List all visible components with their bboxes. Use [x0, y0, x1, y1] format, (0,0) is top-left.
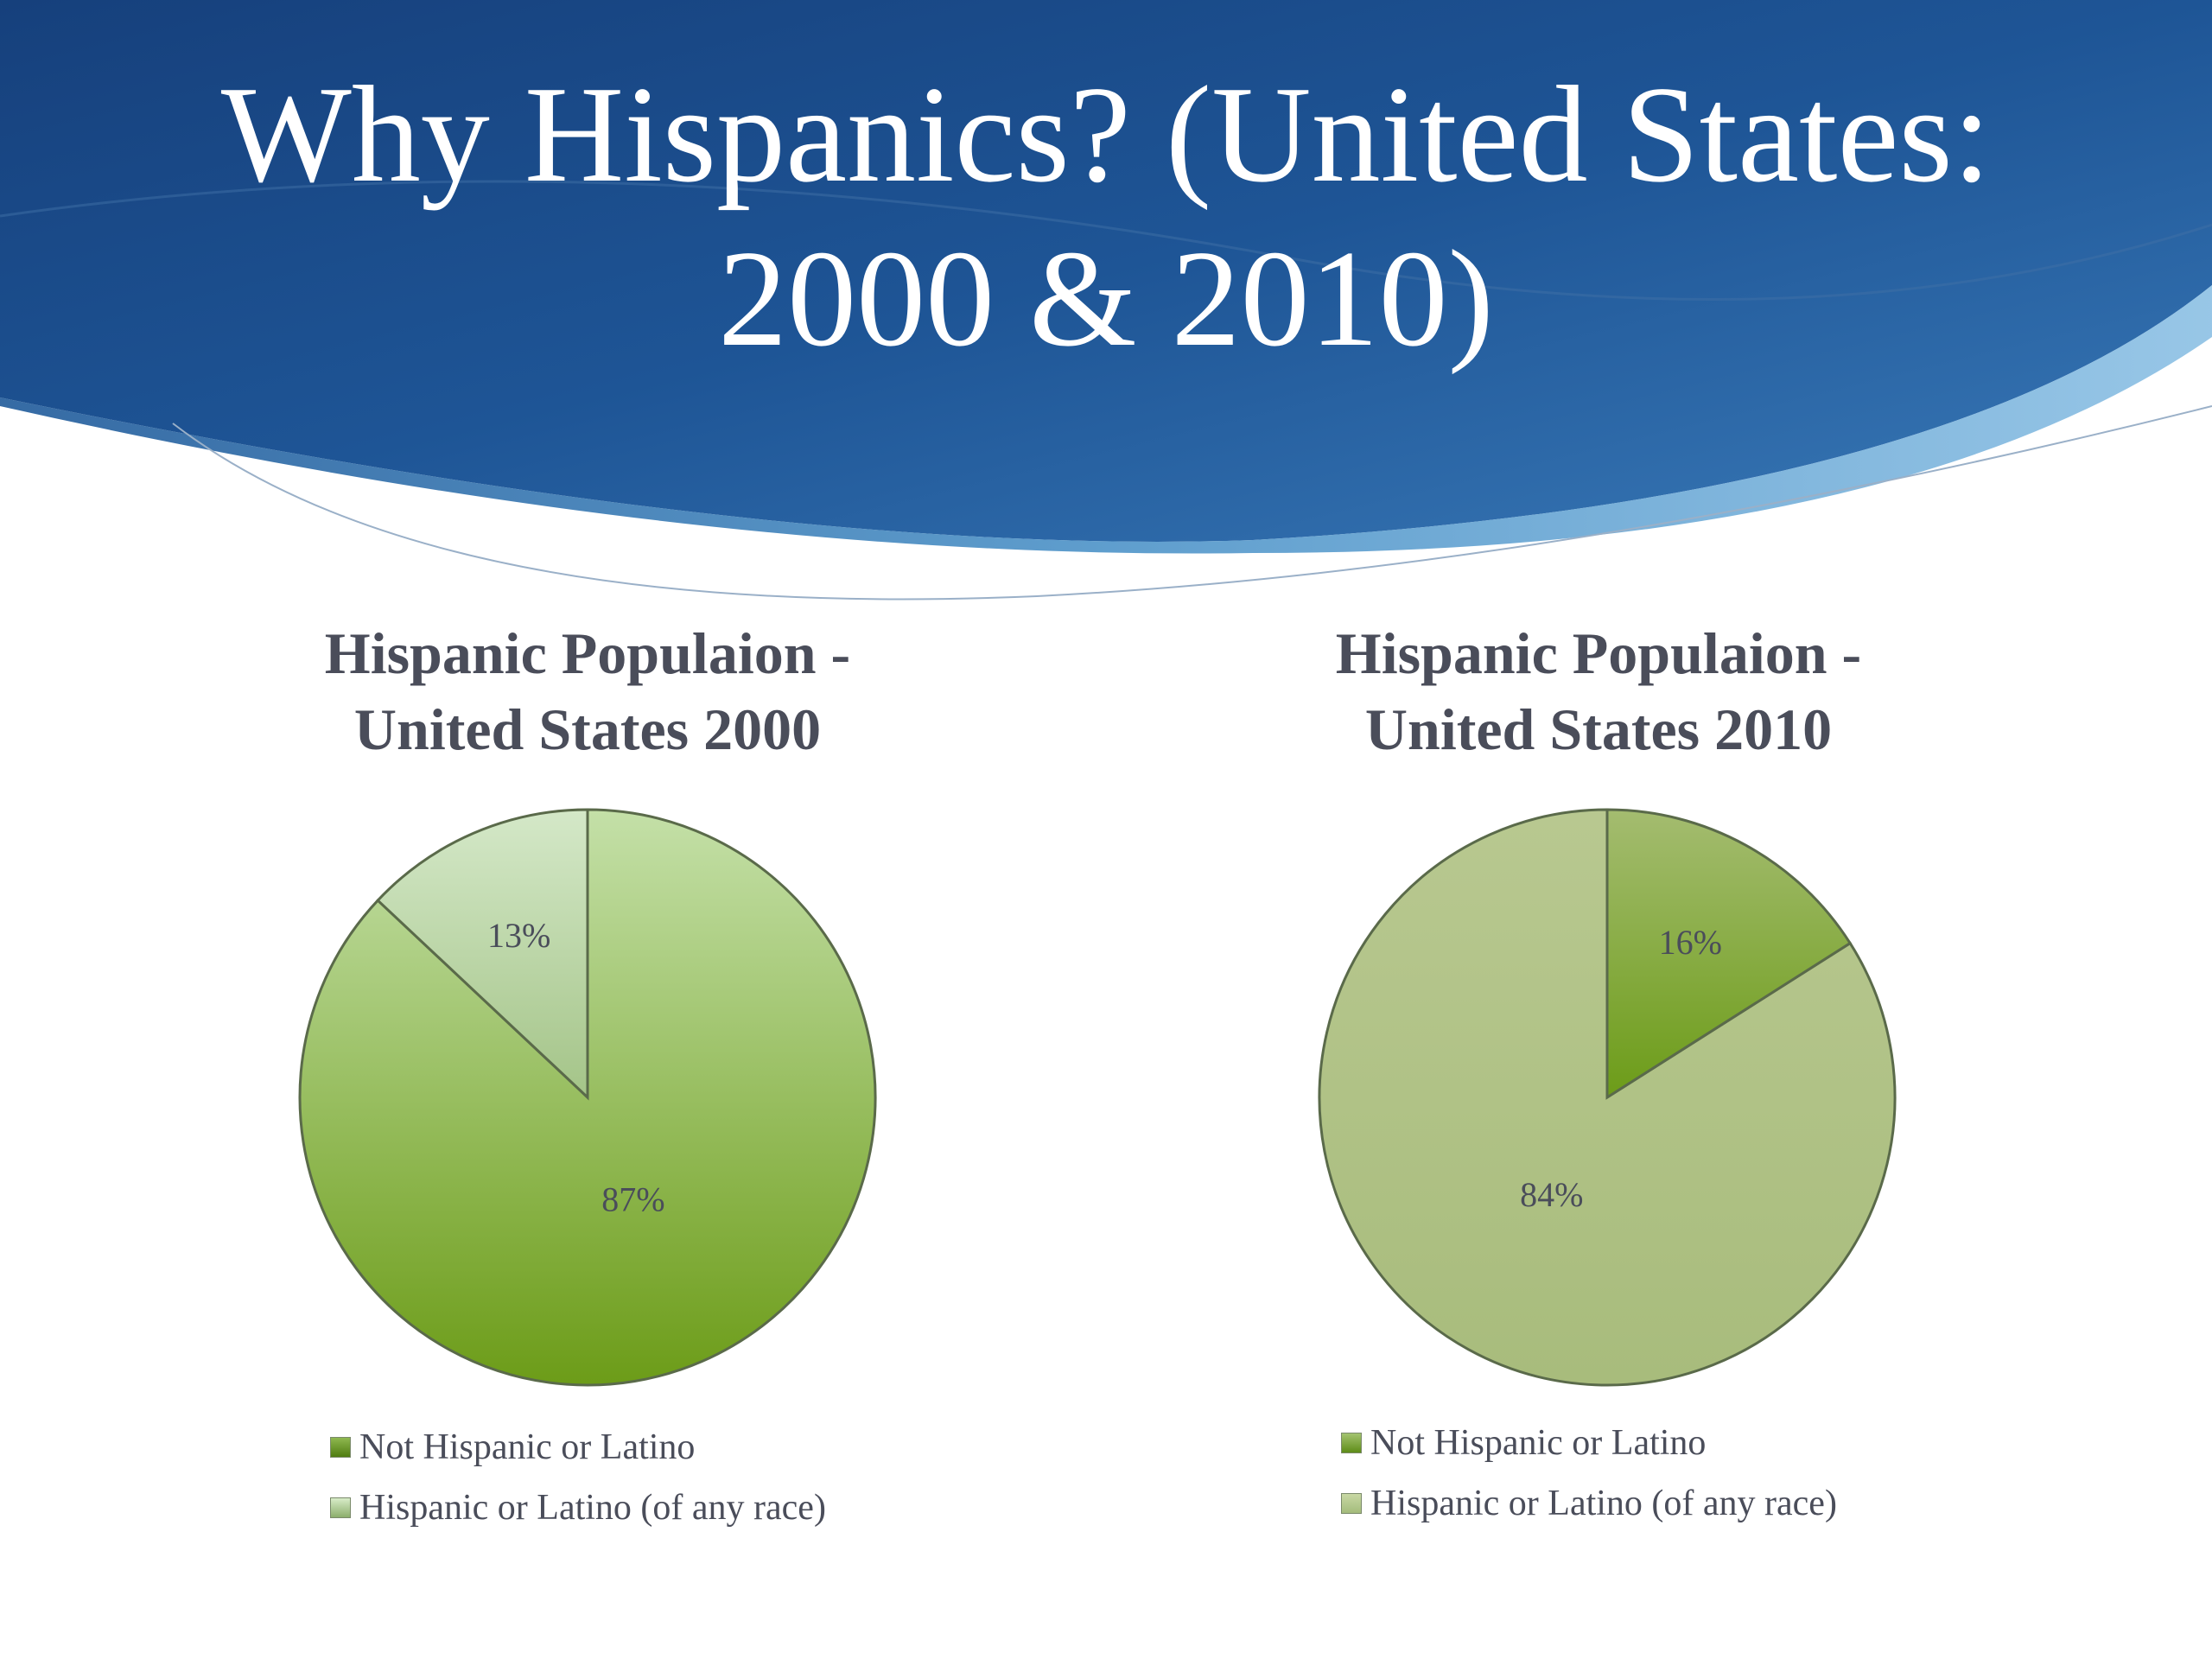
chart-title-2010-line1: Hispanic Populaion - [1335, 620, 1862, 686]
legend-swatch-hispanic [330, 1497, 351, 1518]
chart-title-2010-line2: United States 2010 [1364, 696, 1833, 762]
legend-label-hispanic: Hispanic or Latino (of any race) [1370, 1484, 1837, 1523]
data-label-not-hispanic: 87% [601, 1179, 664, 1218]
pie-chart-2010: 84% 16% [1318, 808, 1897, 1387]
data-label-hispanic: 16% [1659, 923, 1722, 962]
legend-item-hispanic: Hispanic or Latino (of any race) [330, 1478, 826, 1538]
data-label-hispanic: 13% [487, 916, 550, 955]
data-label-not-hispanic: 84% [1520, 1175, 1583, 1214]
legend-2010: Not Hispanic or Latino Hispanic or Latin… [1341, 1413, 1837, 1534]
slide-title-line1: Why Hispanics? (United States: [220, 57, 1992, 211]
banner-shape [0, 0, 2212, 542]
slide-title: Why Hispanics? (United States: 2000 & 20… [0, 52, 2212, 380]
pie-slice-hispanic [1605, 808, 1853, 1100]
legend-swatch-hispanic [1341, 1493, 1362, 1514]
banner-highlight-curve [0, 180, 2212, 302]
pie-chart-2000: 87% 13% [298, 808, 877, 1387]
legend-item-hispanic: Hispanic or Latino (of any race) [1341, 1473, 1837, 1534]
legend-label-hispanic: Hispanic or Latino (of any race) [359, 1488, 826, 1528]
legend-item-not-hispanic: Not Hispanic or Latino [330, 1417, 826, 1478]
banner-swoosh-line [172, 405, 2212, 601]
chart-title-2000-line2: United States 2000 [353, 696, 822, 762]
chart-title-2010: Hispanic Populaion - United States 2010 [1210, 615, 1987, 767]
legend-item-not-hispanic: Not Hispanic or Latino [1341, 1413, 1837, 1473]
legend-swatch-not-hispanic [330, 1437, 351, 1458]
legend-label-not-hispanic: Not Hispanic or Latino [1370, 1423, 1707, 1463]
pie-slice-hispanic [376, 808, 589, 1101]
slide-title-line2: 2000 & 2010) [718, 221, 1494, 375]
legend-2000: Not Hispanic or Latino Hispanic or Latin… [330, 1417, 826, 1538]
chart-title-2000-line1: Hispanic Populaion - [324, 620, 851, 686]
chart-title-2000: Hispanic Populaion - United States 2000 [199, 615, 976, 767]
legend-label-not-hispanic: Not Hispanic or Latino [359, 1427, 696, 1467]
legend-swatch-not-hispanic [1341, 1433, 1362, 1453]
